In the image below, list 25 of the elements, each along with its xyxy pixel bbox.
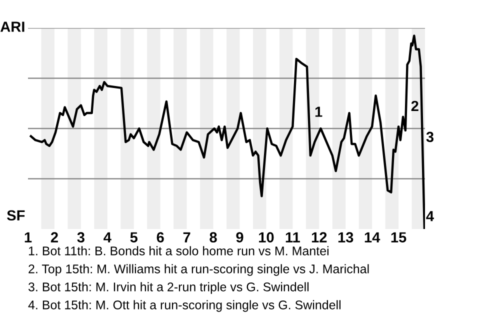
annotation: 3 (426, 132, 434, 142)
annotation: 1 (315, 106, 322, 117)
text: 3. Bot 15th: M. Irvin hit a 2-run triple vs G. Swindell (28, 282, 309, 294)
annotation: 4 (426, 211, 434, 222)
x-tick-label: 13 (338, 232, 354, 243)
annotation: ARI (0, 22, 24, 32)
x-tick-label: 6 (156, 232, 164, 242)
x-tick-label: 14 (364, 232, 380, 242)
x-tick-label: 1 (24, 232, 32, 242)
x-tick-label: 9 (236, 232, 244, 242)
x-tick-label: 15 (391, 232, 406, 242)
x-tick-label: 8 (210, 232, 217, 242)
text: SF (7, 210, 25, 221)
text: 1. Bot 11th: B. Bonds hit a solo home run vs M. Mantei (28, 246, 328, 256)
text: 4. Bot 15th: M. Ott hit a run-scoring single vs G. Swindell (28, 300, 340, 312)
x-tick-label: 3 (77, 232, 84, 243)
x-tick-label: 11 (286, 232, 300, 242)
text: 2. Top 15th: M. Williams hit a run-scoring single vs J. Marichal (28, 264, 369, 276)
x-tick-label: 5 (130, 232, 138, 242)
x-tick-label: 10 (259, 232, 274, 242)
x-tick-label: 2 (50, 232, 58, 242)
x-tick-label: 7 (183, 232, 190, 242)
x-tick-label: 12 (312, 232, 327, 242)
x-tick-label: 4 (104, 232, 112, 242)
annotation: 2 (411, 100, 418, 112)
